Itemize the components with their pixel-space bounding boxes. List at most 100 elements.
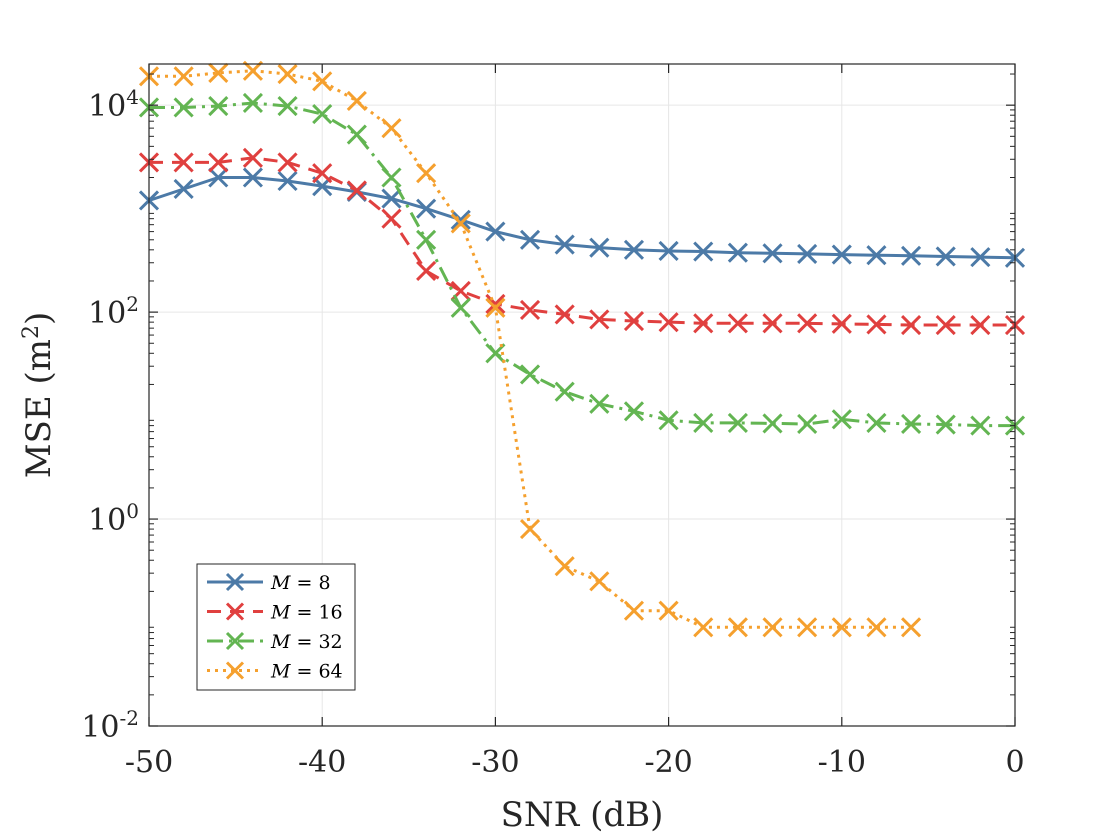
data-point-marker	[727, 412, 748, 433]
series-line	[149, 101, 1015, 428]
x-tick-label: -40	[298, 745, 346, 780]
data-point-marker	[277, 152, 298, 173]
data-point-marker	[901, 314, 922, 336]
y-tick-label: 100	[88, 499, 139, 538]
series-1	[138, 167, 1026, 268]
data-point-marker	[589, 309, 610, 330]
data-point-marker	[208, 96, 229, 117]
data-point-marker	[485, 221, 506, 242]
data-point-marker	[277, 170, 298, 192]
data-point-marker	[416, 163, 437, 184]
data-point-marker	[970, 314, 991, 336]
data-point-marker	[901, 245, 922, 266]
axis-ticks: -50 -40 -30 -20 -10 0 10-2 100 102 104	[81, 64, 1025, 780]
data-point-marker	[831, 313, 852, 334]
data-point-marker	[519, 299, 541, 320]
data-point-marker	[866, 617, 887, 638]
data-point-marker	[519, 364, 541, 385]
data-point-marker	[277, 96, 298, 117]
x-tick-label: 0	[1005, 745, 1024, 780]
data-point-marker	[866, 314, 887, 335]
series-line	[149, 156, 1015, 327]
data-point-marker	[312, 71, 333, 92]
legend-label: M = 32	[270, 631, 343, 653]
data-point-marker	[658, 240, 679, 262]
legend-marker	[225, 572, 245, 592]
data-point-marker	[623, 401, 645, 422]
data-point-marker	[797, 243, 818, 264]
data-point-marker	[242, 92, 263, 114]
data-point-marker	[381, 188, 402, 209]
data-point-marker	[866, 245, 887, 266]
data-point-marker	[242, 167, 263, 188]
data-point-marker	[589, 237, 610, 258]
data-point-marker	[762, 243, 783, 264]
data-point-marker	[797, 313, 818, 334]
data-point-marker	[623, 310, 645, 332]
x-tick-label: -30	[471, 745, 519, 780]
plot-frame	[148, 63, 1016, 727]
data-point-marker	[693, 313, 714, 334]
legend-marker	[225, 631, 245, 651]
data-point-marker	[450, 209, 471, 230]
data-point-marker	[797, 413, 818, 435]
data-point-marker	[346, 180, 367, 201]
data-point-marker	[658, 410, 679, 431]
data-point-marker	[485, 343, 506, 364]
data-point-marker	[173, 178, 194, 200]
data-point-marker	[554, 381, 575, 402]
data-point-marker	[242, 60, 263, 81]
series-line	[148, 176, 1016, 260]
data-point-marker	[797, 617, 818, 638]
data-point-marker	[831, 617, 852, 638]
data-point-marker	[381, 167, 402, 188]
data-point-marker	[346, 90, 367, 111]
data-point-marker	[173, 152, 194, 173]
data-point-marker	[693, 412, 714, 433]
data-point-marker	[623, 600, 645, 621]
data-point-marker	[173, 66, 194, 87]
x-axis-label: SNR (dB)	[501, 795, 664, 835]
data-point-marker	[416, 260, 437, 282]
y-tick-label: 104	[88, 85, 139, 124]
series-4	[138, 60, 922, 638]
data-point-marker	[589, 571, 610, 592]
data-point-marker	[416, 198, 437, 219]
data-point-marker	[485, 297, 506, 318]
data-point-marker	[554, 556, 575, 577]
y-tick-label: 102	[88, 292, 139, 331]
data-point-marker	[727, 242, 748, 263]
data-point-marker	[866, 412, 887, 433]
data-point-marker	[693, 617, 714, 638]
legend: M = 8 M = 16 M = 32 M = 64	[196, 563, 356, 691]
data-point-marker	[589, 393, 610, 414]
data-point-marker	[658, 600, 679, 621]
data-point-marker	[970, 247, 991, 268]
legend-label: M = 16	[270, 602, 343, 624]
legend-marker	[225, 661, 245, 680]
data-point-marker	[173, 97, 194, 118]
data-point-marker	[208, 152, 229, 173]
data-point-marker	[762, 313, 783, 334]
data-point-marker	[242, 147, 263, 168]
data-point-marker	[762, 617, 783, 638]
y-axis-label: MSE (m2)	[19, 312, 60, 479]
data-point-marker	[416, 229, 437, 250]
series-layer	[138, 60, 1026, 638]
data-point-marker	[312, 163, 333, 184]
data-point-marker	[901, 617, 922, 638]
data-point-marker	[901, 413, 922, 435]
data-point-marker	[935, 414, 956, 435]
data-point-marker	[312, 104, 333, 125]
data-point-marker	[346, 124, 367, 145]
data-point-marker	[831, 409, 852, 430]
data-point-marker	[450, 213, 471, 234]
data-point-marker	[693, 241, 714, 262]
data-point-marker	[381, 118, 402, 139]
data-point-marker	[485, 293, 506, 314]
data-point-marker	[554, 304, 575, 325]
data-point-marker	[935, 246, 956, 267]
y-tick-label: 10-2	[81, 706, 139, 745]
data-point-marker	[208, 62, 229, 83]
